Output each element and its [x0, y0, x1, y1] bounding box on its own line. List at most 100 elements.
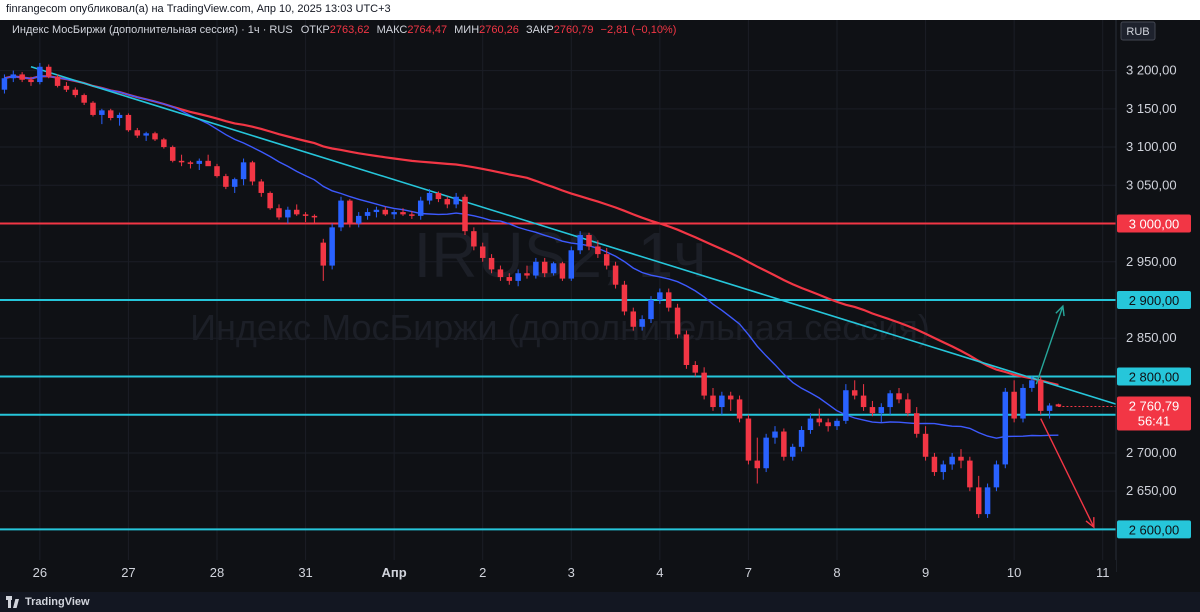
candle — [745, 414, 752, 465]
candle-body — [851, 390, 858, 396]
candle — [37, 62, 43, 85]
candle-body — [107, 110, 114, 118]
candle-body — [506, 277, 513, 281]
price-tick-label: 2 850,00 — [1126, 330, 1177, 345]
candle — [1029, 376, 1035, 392]
candle-body — [302, 214, 309, 216]
candle-body — [798, 430, 805, 447]
candle-body — [196, 160, 203, 164]
time-axis-labels: 26 27 28 31 Апр 2 3 4 7 8 9 10 11 — [33, 565, 1110, 580]
candle — [267, 191, 273, 210]
candle — [887, 390, 893, 415]
candle-body — [116, 114, 123, 118]
candle-body — [311, 215, 318, 218]
candle-body — [745, 418, 752, 461]
candle-body — [878, 407, 885, 414]
candle-body — [710, 395, 716, 408]
candle — [630, 307, 637, 331]
candle — [940, 460, 947, 480]
candle — [187, 160, 194, 169]
legend-low-label: МИН — [454, 24, 479, 36]
candle — [568, 246, 575, 281]
candle — [338, 196, 344, 232]
candle-body — [869, 407, 876, 414]
candle — [488, 254, 495, 274]
candle — [905, 393, 911, 417]
candle-body — [772, 431, 778, 438]
candle — [1, 74, 8, 94]
time-tick-label: 26 — [33, 565, 47, 580]
candle-body — [249, 162, 256, 182]
currency-label: RUB — [1126, 26, 1149, 38]
candle — [249, 160, 256, 186]
candle — [1046, 403, 1053, 419]
candle — [223, 173, 229, 190]
candle-body — [825, 422, 831, 427]
candle-body — [789, 446, 796, 457]
candle — [975, 475, 982, 518]
legend-line[interactable]: Индекс МосБиржи (дополнительная сессия) … — [12, 24, 676, 36]
candle-body — [639, 319, 645, 327]
candle — [19, 72, 25, 83]
candle-body — [1, 78, 8, 90]
candle-body — [45, 66, 52, 77]
candle — [550, 261, 557, 276]
candle-body — [285, 209, 291, 218]
candle — [63, 82, 70, 92]
candle — [231, 177, 238, 193]
legend-high-value: 2764,47 — [407, 24, 447, 36]
candle — [196, 158, 203, 170]
footer-bar: TradingView — [0, 592, 1200, 612]
candle-body — [19, 74, 25, 80]
level-price-tag-bg — [1117, 520, 1191, 539]
candle — [692, 361, 699, 377]
candle — [524, 265, 530, 279]
candle — [727, 391, 734, 411]
candle — [533, 257, 539, 279]
candle-body — [577, 235, 583, 251]
candle-body — [10, 74, 17, 79]
legend-open-label: ОТКР — [301, 24, 330, 36]
candle-body — [28, 79, 34, 83]
candle — [967, 456, 973, 492]
time-tick-label: Апр — [382, 565, 407, 580]
currency-button[interactable]: RUB — [1120, 21, 1156, 41]
candle-body — [993, 464, 1000, 488]
candle — [152, 131, 158, 141]
level-price-tag: 2 600,00 — [1117, 520, 1191, 539]
arrow-shaft — [1040, 418, 1095, 528]
candle-body — [515, 273, 521, 281]
time-tick-label: 8 — [833, 565, 840, 580]
candle — [293, 204, 300, 216]
candle-body — [701, 372, 707, 396]
ma-slow-line — [4, 75, 1059, 386]
candle-body — [364, 212, 371, 216]
candle-body — [134, 130, 141, 136]
candle-body — [426, 192, 433, 201]
candle — [417, 196, 424, 220]
candle — [789, 443, 796, 461]
candle — [851, 380, 858, 400]
candle-body — [807, 418, 814, 430]
candle — [391, 209, 397, 219]
candle-body — [559, 263, 566, 279]
candle-body — [240, 162, 247, 180]
candle — [860, 384, 867, 411]
candle — [1002, 387, 1009, 469]
candle-body — [391, 212, 397, 215]
time-tick-label: 7 — [745, 565, 752, 580]
candle — [958, 449, 964, 469]
candle — [701, 367, 707, 400]
candle — [710, 387, 716, 411]
candle — [28, 76, 34, 86]
candle — [311, 214, 318, 224]
tradingview-logo[interactable]: TradingView — [6, 595, 90, 609]
candle — [949, 452, 955, 470]
time-scale[interactable] — [0, 560, 1116, 592]
candle — [54, 74, 61, 88]
candle-body — [320, 242, 327, 266]
price-chart[interactable]: IRUS2, 1ч Индекс МосБиржи (дополнительна… — [0, 20, 1200, 592]
candle — [586, 232, 592, 251]
candle — [10, 70, 17, 83]
